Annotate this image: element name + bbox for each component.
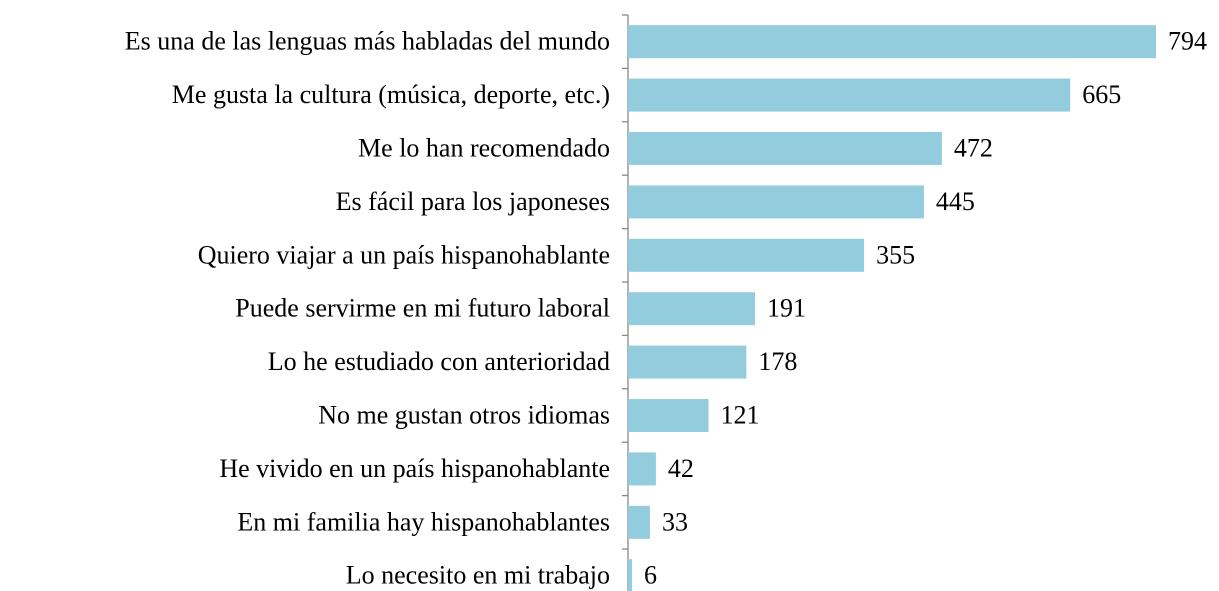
category-label: He vivido en un país hispanohablante <box>219 454 610 483</box>
value-label: 794 <box>1168 27 1207 56</box>
bar <box>628 452 656 486</box>
value-label: 6 <box>644 561 657 590</box>
bar <box>628 78 1071 112</box>
bar <box>628 132 942 165</box>
bar <box>628 345 747 379</box>
category-label: Me lo han recomendado <box>358 133 610 162</box>
category-label: Es una de las lenguas más habladas del m… <box>125 27 610 56</box>
value-label: 42 <box>668 454 694 483</box>
category-label: No me gustan otros idiomas <box>318 400 610 429</box>
category-label: Lo he estudiado con anterioridad <box>268 347 610 376</box>
bar <box>628 238 865 272</box>
category-label: Puede servirme en mi futuro laboral <box>235 294 610 323</box>
value-label: 665 <box>1082 80 1121 109</box>
value-label: 191 <box>767 294 806 323</box>
bar <box>628 25 1156 59</box>
bar <box>628 399 709 432</box>
value-label: 33 <box>662 507 688 536</box>
value-label: 472 <box>954 133 993 162</box>
bar <box>628 292 756 326</box>
value-label: 355 <box>876 240 915 269</box>
category-label: Lo necesito en mi trabajo <box>346 561 610 590</box>
bar <box>628 505 650 539</box>
category-label: Quiero viajar a un país hispanohablante <box>198 240 610 269</box>
category-label: Me gusta la cultura (música, deporte, et… <box>172 80 610 109</box>
value-label: 178 <box>758 347 797 376</box>
category-label: Es fácil para los japoneses <box>336 187 610 216</box>
bar <box>628 559 632 591</box>
category-label: En mi familia hay hispanohablantes <box>237 507 610 536</box>
value-label: 445 <box>936 187 975 216</box>
value-label: 121 <box>720 400 759 429</box>
bar <box>628 185 924 219</box>
